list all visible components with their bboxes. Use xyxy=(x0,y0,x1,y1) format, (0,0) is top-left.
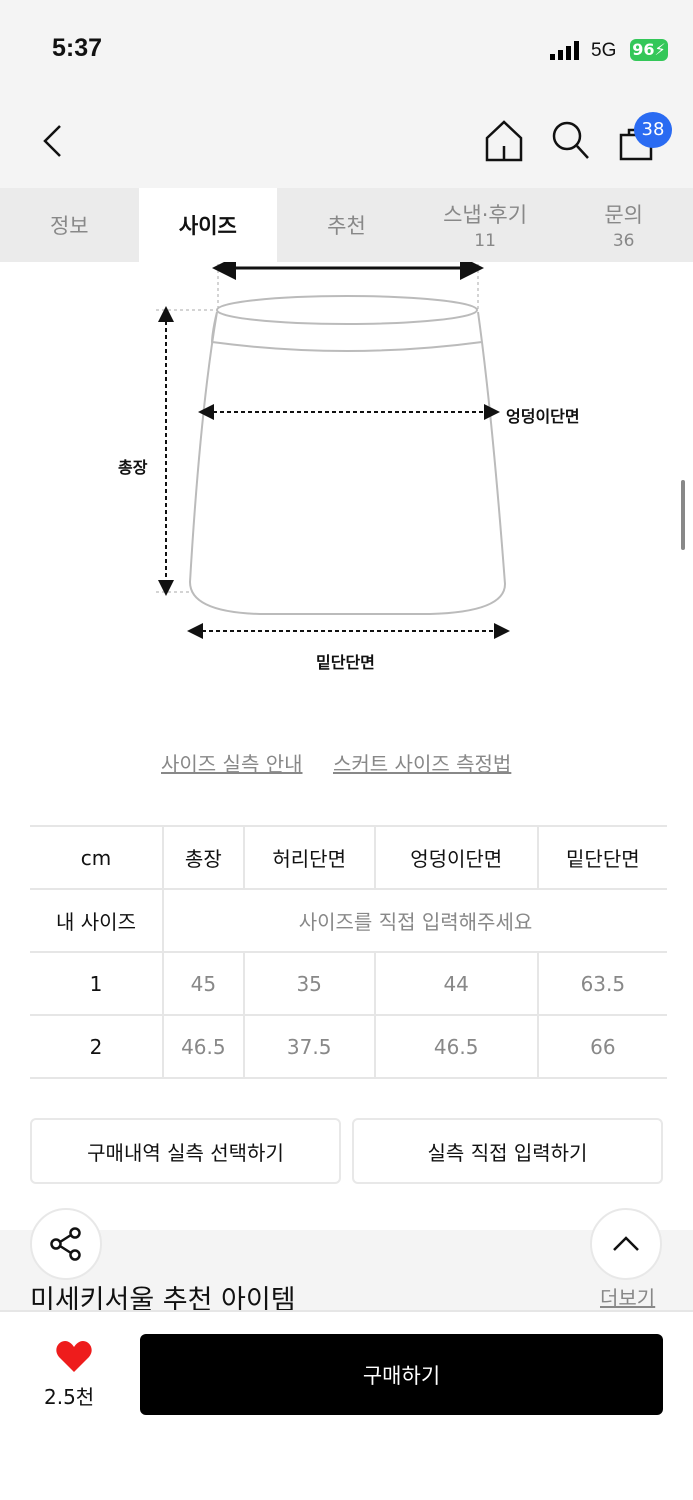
battery-level: 96 xyxy=(632,40,655,59)
share-button[interactable] xyxy=(30,1208,102,1280)
cell: 45 xyxy=(162,951,244,1016)
scroll-top-button[interactable] xyxy=(590,1208,662,1280)
back-icon[interactable] xyxy=(40,123,64,159)
cart-badge: 38 xyxy=(634,112,672,148)
my-size-input[interactable]: 사이즈를 직접 입력해주세요 xyxy=(162,888,667,953)
table-row: 2 46.5 37.5 46.5 66 xyxy=(30,1014,667,1079)
search-icon[interactable] xyxy=(551,120,591,162)
hem-label: 밑단단면 xyxy=(316,653,375,672)
size-table: cm 총장 허리단면 엉덩이단면 밑단단면 내 사이즈 사이즈를 직접 입력해주… xyxy=(30,825,667,1079)
heart-icon[interactable] xyxy=(55,1340,93,1374)
tab-bar: 정보 사이즈 추천 스냅·후기 11 문의 36 xyxy=(0,188,693,262)
home-icon[interactable] xyxy=(484,120,524,162)
tab-inquiry[interactable]: 문의 36 xyxy=(554,188,693,262)
row-label: 2 xyxy=(30,1014,163,1079)
tab-label: 추천 xyxy=(327,214,366,238)
tab-label: 스냅·후기 xyxy=(443,203,528,227)
cell: 44 xyxy=(373,951,538,1016)
status-bar: 5:37 5G 96⚡ xyxy=(0,0,693,95)
tab-info[interactable]: 정보 xyxy=(0,188,139,262)
cell: 63.5 xyxy=(536,951,667,1016)
share-icon xyxy=(50,1227,81,1261)
row-label: 내 사이즈 xyxy=(30,888,163,953)
header-cell: 허리단면 xyxy=(242,825,375,890)
scrollbar[interactable] xyxy=(681,480,685,550)
battery-icon: 96⚡ xyxy=(630,39,668,61)
tab-size[interactable]: 사이즈 xyxy=(138,188,278,262)
tab-label: 정보 xyxy=(49,214,89,238)
divider xyxy=(0,1310,693,1312)
header-cell: 밑단단면 xyxy=(536,825,667,890)
top-nav: 38 xyxy=(0,95,693,188)
cell: 46.5 xyxy=(373,1014,538,1079)
network-type: 5G xyxy=(591,40,617,61)
tab-recommend[interactable]: 추천 xyxy=(277,188,416,262)
tab-reviews[interactable]: 스냅·후기 11 xyxy=(416,188,555,262)
chevron-up-icon xyxy=(613,1236,639,1251)
header-cell: 엉덩이단면 xyxy=(373,825,538,890)
cell: 37.5 xyxy=(242,1014,375,1079)
more-link[interactable]: 더보기 xyxy=(600,1286,656,1310)
skirt-diagram xyxy=(156,262,510,639)
tab-count: 36 xyxy=(612,231,635,251)
length-label: 총장 xyxy=(118,458,148,477)
size-guide-link[interactable]: 사이즈 실측 안내 xyxy=(161,752,303,776)
cell: 35 xyxy=(242,951,375,1016)
cell: 66 xyxy=(536,1014,667,1079)
cell: 46.5 xyxy=(162,1014,244,1079)
header-cell: 총장 xyxy=(162,825,244,890)
select-purchase-size-button[interactable]: 구매내역 실측 선택하기 xyxy=(30,1118,341,1184)
table-header-row: cm 총장 허리단면 엉덩이단면 밑단단면 xyxy=(30,825,667,890)
buy-button[interactable]: 구매하기 xyxy=(140,1334,663,1415)
signal-icon xyxy=(550,41,579,60)
table-row: 1 45 35 44 63.5 xyxy=(30,951,667,1016)
input-size-button[interactable]: 실측 직접 입력하기 xyxy=(352,1118,663,1184)
hip-label: 엉덩이단면 xyxy=(506,407,580,426)
like-count: 2.5천 xyxy=(44,1385,95,1409)
row-label: 1 xyxy=(30,951,163,1016)
tab-count: 11 xyxy=(474,231,496,251)
clock: 5:37 xyxy=(52,34,103,62)
my-size-row: 내 사이즈 사이즈를 직접 입력해주세요 xyxy=(30,888,667,953)
tab-label: 문의 xyxy=(604,203,643,227)
header-cell: cm xyxy=(30,825,163,890)
measure-guide-link[interactable]: 스커트 사이즈 측정법 xyxy=(333,752,512,776)
tab-label: 사이즈 xyxy=(178,214,237,238)
